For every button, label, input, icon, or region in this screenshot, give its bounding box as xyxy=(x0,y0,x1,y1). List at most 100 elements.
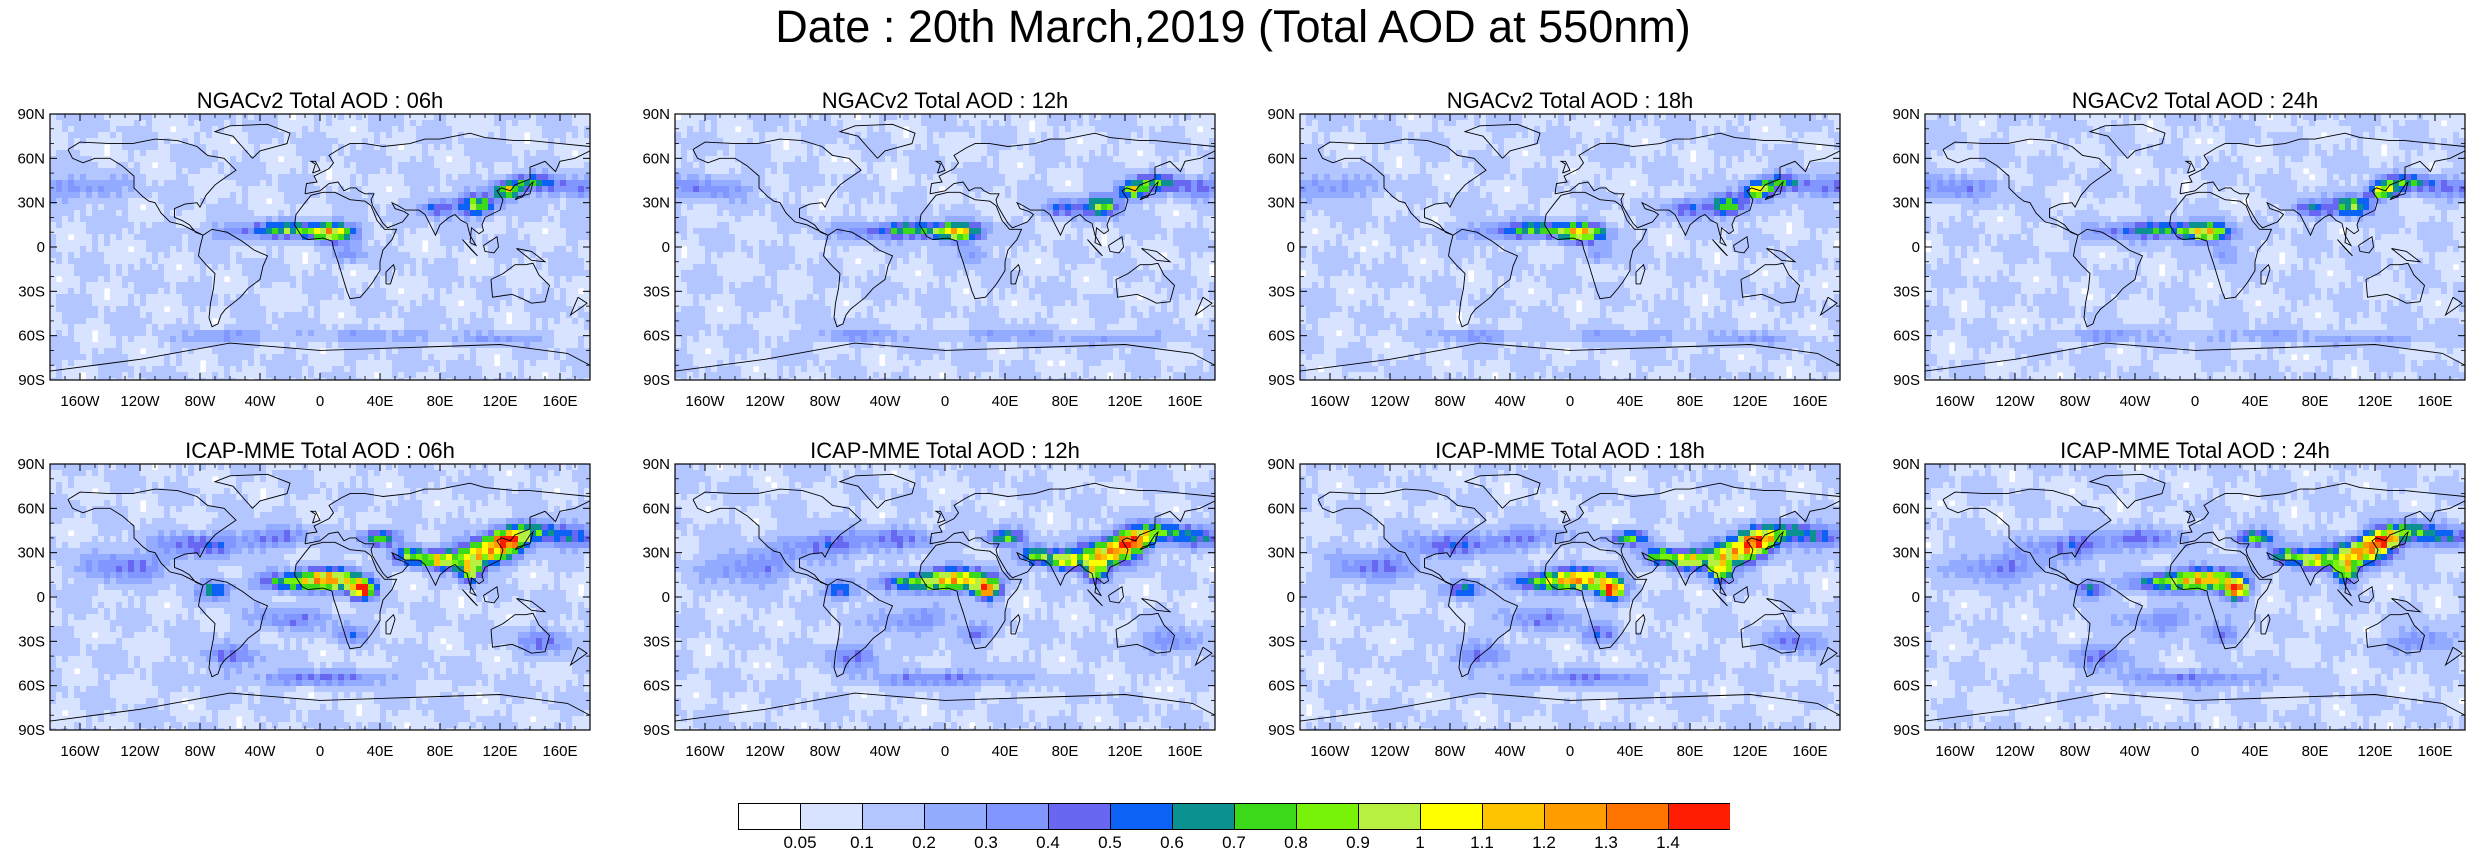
lat-tick-label: 30N xyxy=(1267,545,1295,562)
colorbar-swatch xyxy=(738,803,801,830)
lat-tick-label: 0 xyxy=(37,589,45,606)
lat-tick-label: 60S xyxy=(1893,678,1920,695)
colorbar-swatch xyxy=(1668,803,1730,830)
colorbar-swatch xyxy=(1606,803,1669,830)
lat-tick-label: 90N xyxy=(17,456,45,473)
lat-tick-label: 90N xyxy=(1892,106,1920,123)
lon-tick-label: 0 xyxy=(1566,393,1574,410)
lon-tick-label: 40E xyxy=(992,393,1019,410)
lon-tick-label: 80W xyxy=(185,393,217,410)
map-plot: 90N 60N 30N 0 30S 60S 90S 160W 120W 80W 40W 0 40E 80E… xyxy=(1267,106,1841,410)
lon-tick-label: 80W xyxy=(1435,743,1467,760)
lat-tick-label: 90N xyxy=(1267,106,1295,123)
lat-tick-label: 60N xyxy=(17,500,45,517)
lon-tick-label: 160E xyxy=(2417,393,2452,410)
lat-tick-label: 90S xyxy=(1268,372,1295,389)
map-plot: 90N 60N 30N 0 30S 60S 90S 160W 120W 80W 40W 0 40E 80E… xyxy=(17,456,591,760)
lon-tick-label: 120E xyxy=(482,743,517,760)
lat-tick-label: 90S xyxy=(18,372,45,389)
colorbar-label: 0.5 xyxy=(1085,833,1135,853)
lon-tick-label: 40W xyxy=(1495,393,1527,410)
lon-tick-label: 40E xyxy=(367,393,394,410)
lon-tick-label: 120E xyxy=(1107,743,1142,760)
lon-tick-label: 40W xyxy=(245,393,277,410)
lat-tick-label: 30N xyxy=(17,545,45,562)
lon-tick-label: 40E xyxy=(2242,743,2269,760)
map-plot: 90N 60N 30N 0 30S 60S 90S 160W 120W 80W 40W 0 40E 80E… xyxy=(642,106,1216,410)
colorbar-label: 0.8 xyxy=(1271,833,1321,853)
lon-tick-label: 160W xyxy=(685,393,725,410)
colorbar-label: 1 xyxy=(1395,833,1445,853)
lat-tick-label: 60N xyxy=(1267,500,1295,517)
lon-tick-label: 120E xyxy=(2357,393,2392,410)
lat-tick-label: 60N xyxy=(17,150,45,167)
lon-tick-label: 80W xyxy=(1435,393,1467,410)
lon-tick-label: 120W xyxy=(745,743,785,760)
lon-tick-label: 0 xyxy=(941,743,949,760)
lon-tick-label: 120W xyxy=(1370,393,1410,410)
lat-tick-label: 0 xyxy=(662,589,670,606)
lat-tick-label: 0 xyxy=(1912,239,1920,256)
colorbar-swatch xyxy=(1358,803,1421,830)
lat-tick-label: 30S xyxy=(643,633,670,650)
coastlines xyxy=(1925,123,2465,372)
lat-tick-label: 60S xyxy=(18,678,45,695)
lat-tick-label: 30S xyxy=(643,283,670,300)
colorbar-label: 0.05 xyxy=(775,833,825,853)
lat-tick-label: 0 xyxy=(1287,239,1295,256)
panel-title: ICAP-MME Total AOD : 18h xyxy=(1300,438,1840,464)
lon-tick-label: 120W xyxy=(1370,743,1410,760)
lat-tick-label: 90S xyxy=(643,372,670,389)
lon-tick-label: 160W xyxy=(60,393,100,410)
coastlines xyxy=(1300,123,1840,372)
colorbar-label: 1.2 xyxy=(1519,833,1569,853)
lat-tick-label: 60N xyxy=(642,500,670,517)
panel-title: NGACv2 Total AOD : 18h xyxy=(1300,88,1840,114)
colorbar-swatch xyxy=(1110,803,1173,830)
colorbar-swatch xyxy=(924,803,987,830)
lon-tick-label: 80W xyxy=(2060,393,2092,410)
lon-tick-label: 120E xyxy=(2357,743,2392,760)
colorbar-swatch xyxy=(800,803,863,830)
lon-tick-label: 160E xyxy=(1167,393,1202,410)
lon-tick-label: 160E xyxy=(1792,393,1827,410)
lat-tick-label: 30N xyxy=(1892,545,1920,562)
lon-tick-label: 40E xyxy=(367,743,394,760)
lon-tick-label: 120W xyxy=(1995,743,2035,760)
lon-tick-label: 80E xyxy=(1052,393,1079,410)
lat-tick-label: 60S xyxy=(1893,328,1920,345)
lat-tick-label: 30N xyxy=(17,195,45,212)
lat-tick-label: 30N xyxy=(642,195,670,212)
lat-tick-label: 90S xyxy=(643,722,670,739)
colorbar-label: 0.6 xyxy=(1147,833,1197,853)
lon-tick-label: 80E xyxy=(1052,743,1079,760)
main-title: Date : 20th March,2019 (Total AOD at 550… xyxy=(0,2,2466,52)
lat-tick-label: 90S xyxy=(1893,722,1920,739)
lat-tick-label: 30S xyxy=(18,283,45,300)
lon-tick-label: 160W xyxy=(1935,743,1975,760)
colorbar-label: 0.2 xyxy=(899,833,949,853)
lon-tick-label: 160E xyxy=(2417,743,2452,760)
lon-tick-label: 120W xyxy=(120,743,160,760)
map-plot: 90N 60N 30N 0 30S 60S 90S 160W 120W 80W 40W 0 40E 80E… xyxy=(1267,456,1841,760)
aod-field xyxy=(50,114,590,380)
lon-tick-label: 0 xyxy=(941,393,949,410)
lat-tick-label: 90S xyxy=(1893,372,1920,389)
colorbar xyxy=(738,803,1730,830)
colorbar-label: 0.9 xyxy=(1333,833,1383,853)
panel-title: ICAP-MME Total AOD : 06h xyxy=(50,438,590,464)
coastlines xyxy=(675,473,1215,722)
colorbar-swatch xyxy=(1544,803,1607,830)
lat-tick-label: 90N xyxy=(642,456,670,473)
map-plot: 90N 60N 30N 0 30S 60S 90S 160W 120W 80W 40W 0 40E 80E… xyxy=(642,456,1216,760)
lat-tick-label: 30N xyxy=(642,545,670,562)
lon-tick-label: 80W xyxy=(2060,743,2092,760)
lon-tick-label: 0 xyxy=(316,393,324,410)
colorbar-label: 1.3 xyxy=(1581,833,1631,853)
lat-tick-label: 30S xyxy=(1268,283,1295,300)
lon-tick-label: 40W xyxy=(1495,743,1527,760)
lat-tick-label: 0 xyxy=(37,239,45,256)
lon-tick-label: 160W xyxy=(1310,393,1350,410)
lat-tick-label: 90N xyxy=(642,106,670,123)
lon-tick-label: 40E xyxy=(1617,393,1644,410)
